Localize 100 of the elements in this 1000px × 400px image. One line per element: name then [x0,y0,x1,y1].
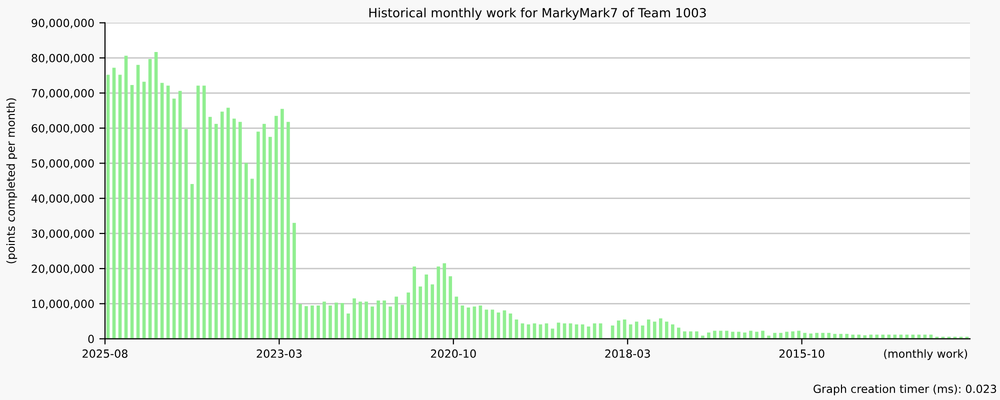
bar [382,300,386,339]
y-tick-label: 50,000,000 [32,159,94,169]
bar [286,122,290,339]
bar [316,305,320,339]
bar [683,331,686,339]
bar [142,82,146,339]
bar [761,330,764,339]
bar [280,108,284,339]
bar [160,82,164,339]
y-tick-label: 0 [88,334,94,344]
bar [298,304,302,339]
bar [250,178,254,339]
bar [628,324,632,339]
x-tick-label: 2020-10 [431,349,476,358]
bar [274,116,278,339]
y-axis-title: (points completed per month) [6,98,18,264]
bar [430,284,434,339]
y-tick-label: 90,000,000 [32,18,94,28]
bar [412,266,416,339]
text: Graph creation timer (ms): 0.023 [814,384,996,396]
bar [695,331,698,339]
bar [130,84,134,339]
bar [442,263,446,339]
x-tick-label: 2018-03 [605,349,650,358]
bar [713,330,716,339]
bar [622,319,626,339]
bar [406,292,410,339]
y-tick-label: 80,000,000 [32,54,94,64]
bar [719,330,722,339]
bar [749,330,752,339]
bar [677,328,680,339]
bar [178,90,182,339]
bar [418,286,422,339]
bar [394,296,398,339]
bar [292,222,296,339]
bar [136,64,140,339]
bar [196,86,200,339]
x-tick-label: 2023-03 [256,349,302,358]
bar [154,52,158,339]
bar [640,325,644,339]
x-tick-label: 2025-08 [82,349,128,358]
bar [400,304,404,339]
bar [226,108,230,339]
bar [725,330,728,339]
bar [304,306,308,339]
text: (monthly work) [884,349,968,360]
bar [364,302,368,339]
bar [208,116,212,339]
bar [118,74,122,339]
bar [262,124,266,339]
bar [664,322,668,339]
y-tick-label: 70,000,000 [32,88,94,99]
bar [340,302,344,339]
y-tick-label: 30,000,000 [32,229,94,239]
bar [797,330,800,339]
bar [634,322,638,339]
bar [424,274,428,339]
bar [334,302,338,339]
bar [268,136,272,339]
bar [785,332,788,339]
bar [202,86,206,339]
bar [358,302,362,339]
bar [791,331,794,339]
bar [658,318,662,339]
bar [737,332,740,339]
bar [448,276,452,339]
bar [755,332,758,339]
bar [731,332,734,339]
bar [352,298,356,339]
y-tick-label: 60,000,000 [32,124,94,134]
bar [652,322,656,339]
x-tick-label: 2015-10 [779,349,824,358]
bar [671,324,674,339]
bar [190,184,194,339]
bar [376,300,380,339]
bar [707,332,710,339]
bar [256,132,260,339]
y-tick-label: 10,000,000 [32,300,94,310]
bar [214,124,218,339]
bar [388,306,392,339]
bar [310,305,314,339]
bar [112,68,116,339]
bar [689,331,692,339]
bar [328,305,332,339]
bar [244,162,248,339]
bar [172,98,176,339]
bar [184,129,188,339]
bar [809,334,812,339]
bar [646,319,650,339]
bar [166,86,170,339]
bar [124,56,128,339]
bar [436,266,440,339]
bar [370,306,374,339]
y-tick-label: 20,000,000 [32,264,94,274]
bar [148,58,152,339]
bar [346,314,350,339]
bar [106,74,110,339]
bar [232,118,236,339]
bar [238,122,242,339]
chart-title: Historical monthly work for MarkyMark7 of Team 1003 [369,8,706,20]
